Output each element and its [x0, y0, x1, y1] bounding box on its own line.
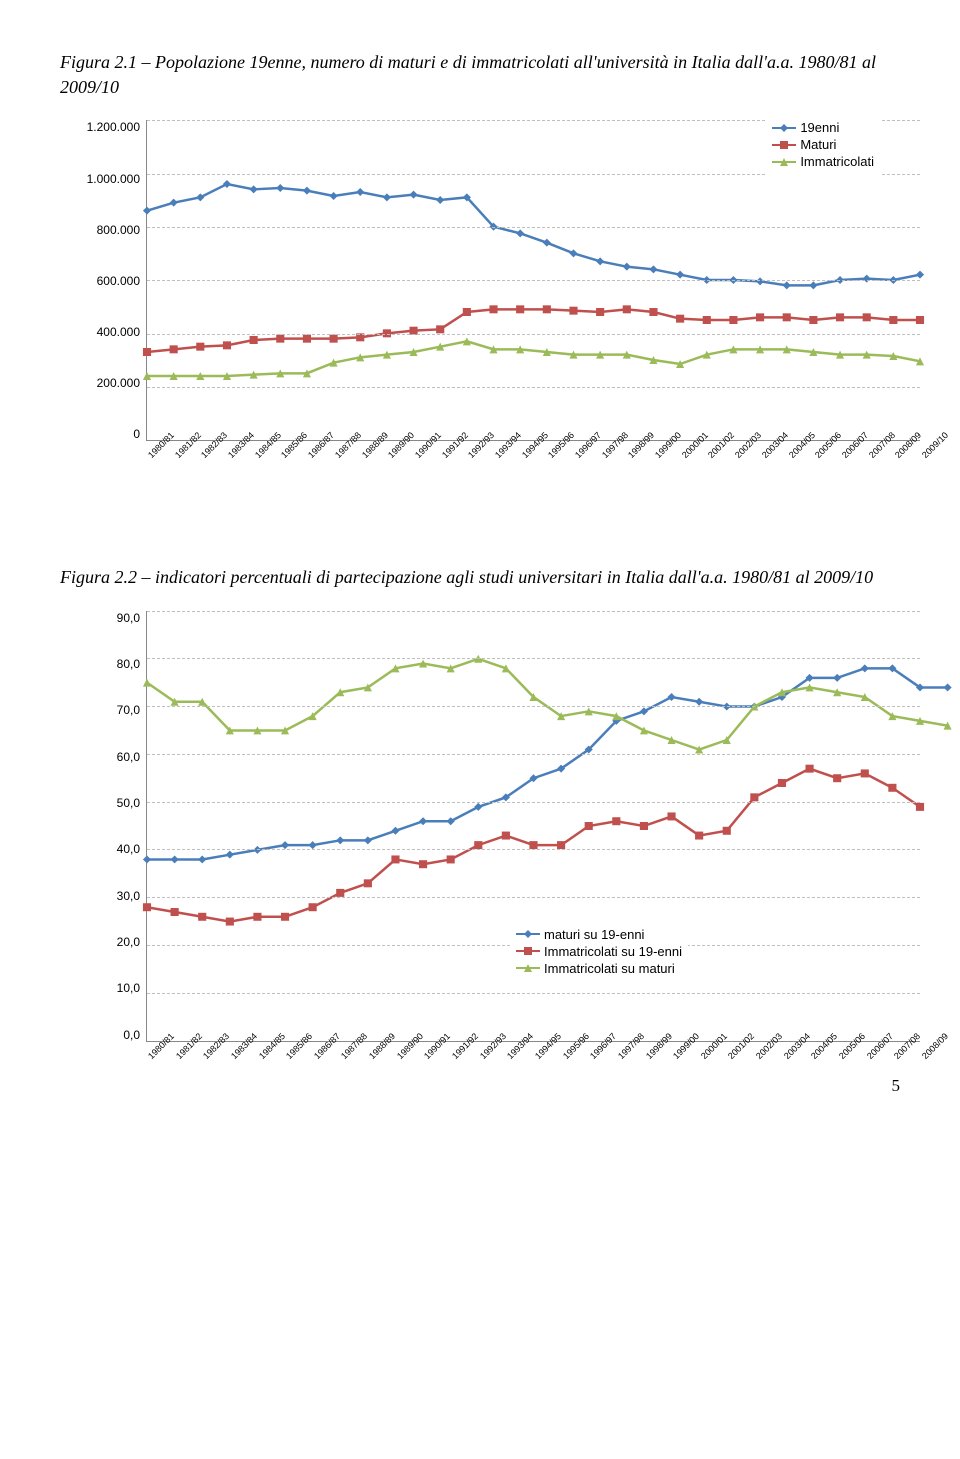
legend-label: maturi su 19-enni [544, 927, 644, 942]
x-tick: 1985/86 [284, 1054, 291, 1061]
x-tick: 2004/05 [809, 1054, 816, 1061]
x-tick: 1996/97 [588, 1054, 595, 1061]
legend-label: Immatricolati su maturi [544, 961, 675, 976]
x-tick: 2000/01 [699, 1054, 706, 1061]
page-number: 5 [60, 1076, 900, 1096]
legend-label: Immatricolati [800, 154, 874, 169]
y-tick: 1.200.000 [87, 120, 140, 134]
legend-marker-icon [516, 928, 540, 940]
y-tick: 0,0 [123, 1028, 140, 1042]
x-tick: 2005/06 [837, 1054, 844, 1061]
legend-item: 19enni [772, 120, 874, 135]
x-tick: 2009/10 [920, 453, 927, 460]
x-tick: 1991/92 [450, 1054, 457, 1061]
x-tick: 1990/91 [422, 1054, 429, 1061]
y-tick: 30,0 [117, 889, 140, 903]
x-tick: 2002/03 [754, 1054, 761, 1061]
x-tick: 1994/95 [533, 1054, 540, 1061]
figure-2-2-caption: Figura 2.2 – indicatori percentuali di p… [60, 565, 900, 590]
y-tick: 800.000 [97, 223, 140, 237]
chart-2-2-x-axis: 1980/811981/821982/831983/841984/851985/… [146, 1046, 920, 1056]
x-tick: 2007/08 [892, 1054, 899, 1061]
x-tick: 2001/02 [726, 1054, 733, 1061]
y-tick: 0 [133, 427, 140, 441]
x-tick: 1995/96 [561, 1054, 568, 1061]
legend-marker-icon [516, 945, 540, 957]
x-tick: 2003/04 [782, 1054, 789, 1061]
chart-2-2-legend: maturi su 19-enni Immatricolati su 19-en… [510, 921, 688, 982]
chart-2-2: maturi su 19-enni Immatricolati su 19-en… [80, 611, 920, 1056]
x-tick: 1987/88 [339, 1054, 346, 1061]
y-tick: 600.000 [97, 274, 140, 288]
x-tick: 1984/85 [257, 1054, 264, 1061]
chart-2-1-y-axis: 1.200.000 1.000.000 800.000 600.000 400.000 2… [80, 120, 146, 441]
y-tick: 10,0 [117, 981, 140, 995]
legend-item: Maturi [772, 137, 874, 152]
chart-2-1: 19enni Maturi Immatricolati 1.200.000 1.0… [80, 120, 920, 455]
chart-2-2-y-axis: 90,0 80,0 70,0 60,0 50,0 40,0 30,0 20,0 10,0 0,0 [80, 611, 146, 1042]
chart-2-1-legend: 19enni Maturi Immatricolati [766, 114, 880, 175]
x-tick: 2006/07 [865, 1054, 872, 1061]
y-tick: 70,0 [117, 703, 140, 717]
x-tick: 1982/83 [201, 1054, 208, 1061]
y-tick: 90,0 [117, 611, 140, 625]
legend-marker-icon [772, 122, 796, 134]
legend-item: Immatricolati su maturi [516, 961, 682, 976]
y-tick: 1.000.000 [87, 172, 140, 186]
y-tick: 50,0 [117, 796, 140, 810]
x-tick: 1993/94 [505, 1054, 512, 1061]
legend-item: Immatricolati su 19-enni [516, 944, 682, 959]
y-tick: 20,0 [117, 935, 140, 949]
legend-label: 19enni [800, 120, 839, 135]
y-tick: 400.000 [97, 325, 140, 339]
legend-label: Maturi [800, 137, 836, 152]
legend-item: maturi su 19-enni [516, 927, 682, 942]
y-tick: 80,0 [117, 657, 140, 671]
x-tick: 1997/98 [616, 1054, 623, 1061]
x-tick: 1989/90 [395, 1054, 402, 1061]
x-tick: 1988/89 [367, 1054, 374, 1061]
x-tick: 1998/99 [644, 1054, 651, 1061]
x-tick: 1981/82 [174, 1054, 181, 1061]
figure-2-1-caption: Figura 2.1 – Popolazione 19enne, numero … [60, 50, 900, 100]
x-tick: 1980/81 [146, 1054, 153, 1061]
y-tick: 40,0 [117, 842, 140, 856]
x-tick: 1992/93 [478, 1054, 485, 1061]
y-tick: 200.000 [97, 376, 140, 390]
x-tick: 1986/87 [312, 1054, 319, 1061]
x-tick: 1999/00 [671, 1054, 678, 1061]
x-tick: 1983/84 [229, 1054, 236, 1061]
y-tick: 60,0 [117, 750, 140, 764]
legend-marker-icon [772, 156, 796, 168]
legend-marker-icon [516, 962, 540, 974]
x-tick: 2008/09 [920, 1054, 927, 1061]
legend-label: Immatricolati su 19-enni [544, 944, 682, 959]
chart-2-1-x-axis: 1980/811981/821982/831983/841984/851985/… [146, 445, 920, 455]
legend-marker-icon [772, 139, 796, 151]
legend-item: Immatricolati [772, 154, 874, 169]
